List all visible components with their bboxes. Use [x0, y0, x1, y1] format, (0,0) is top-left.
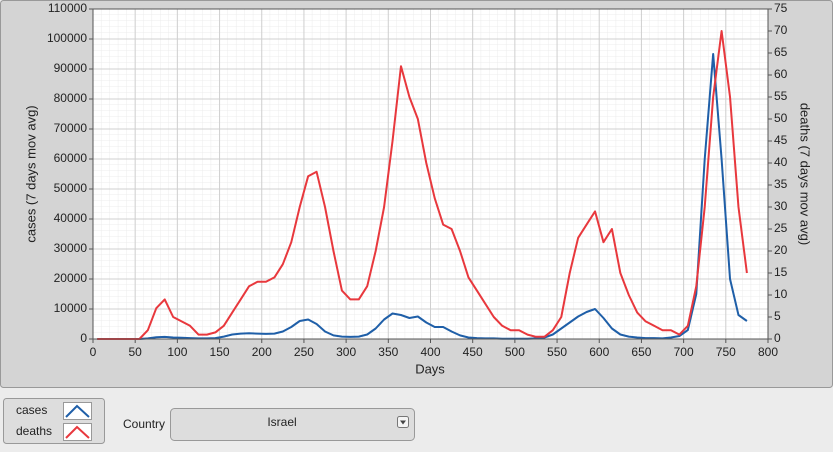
y-tick-label: 110000: [48, 1, 87, 15]
y2-tick-label: 70: [774, 23, 788, 37]
x-tick-label: 800: [758, 345, 778, 359]
x-tick-label: 700: [674, 345, 694, 359]
legend-items: cases deaths: [16, 402, 92, 441]
y2-tick-label: 45: [774, 133, 788, 147]
y2-tick-label: 50: [774, 111, 788, 125]
y2-tick-label: 15: [774, 265, 788, 279]
x-tick-label: 600: [589, 345, 609, 359]
y2-tick-label: 75: [774, 1, 788, 15]
x-tick-label: 100: [167, 345, 187, 359]
y2-tick-label: 20: [774, 243, 788, 257]
x-tick-label: 350: [378, 345, 398, 359]
y-tick-label: 10000: [54, 301, 88, 315]
x-axis-label: Days: [415, 361, 445, 376]
y2-tick-label: 55: [774, 89, 788, 103]
country-value[interactable]: Israel: [267, 415, 296, 429]
y-tick-label: 60000: [54, 151, 88, 165]
y-tick-label: 30000: [54, 241, 88, 255]
y-tick-label: 80000: [54, 91, 88, 105]
y2-tick-label: 35: [774, 177, 788, 191]
plot-frame: [92, 8, 769, 340]
legend-label: cases: [16, 403, 47, 417]
y2-tick-label: 60: [774, 67, 788, 81]
y-tick-label: 70000: [54, 121, 88, 135]
y-axis-label: cases (7 days mov avg): [23, 105, 38, 242]
dropdown-arrow: [400, 420, 406, 425]
legend-swatch: [63, 423, 92, 441]
legend-label: deaths: [16, 424, 52, 438]
legend-line: [65, 404, 90, 418]
x-tick-label: 300: [336, 345, 356, 359]
y2-tick-label: 0: [774, 331, 781, 345]
legend-swatch: [63, 402, 92, 420]
y2-tick-label: 30: [774, 199, 788, 213]
x-tick-label: 0: [90, 345, 97, 359]
y2-tick-label: 10: [774, 287, 788, 301]
y2-tick-label: 65: [774, 45, 788, 59]
legend-line: [65, 425, 90, 439]
x-tick-label: 550: [547, 345, 567, 359]
y2-tick-label: 5: [774, 309, 781, 323]
country-label: Country: [123, 417, 165, 431]
y2-tick-label: 40: [774, 155, 788, 169]
y-tick-label: 50000: [54, 181, 88, 195]
x-tick-label: 650: [631, 345, 651, 359]
x-tick-label: 50: [129, 345, 143, 359]
y-tick-label: 20000: [54, 271, 88, 285]
x-tick-label: 400: [420, 345, 440, 359]
x-tick-label: 750: [716, 345, 736, 359]
y2-tick-label: 25: [774, 221, 788, 235]
x-tick-label: 450: [463, 345, 483, 359]
y2-axis-label: deaths (7 days mov avg): [798, 103, 813, 245]
y-tick-label: 90000: [54, 61, 88, 75]
grid: [89, 8, 772, 343]
y-tick-label: 40000: [54, 211, 88, 225]
y-tick-label: 0: [80, 331, 87, 345]
x-tick-label: 200: [252, 345, 272, 359]
x-tick-label: 250: [294, 345, 314, 359]
country-dropdown[interactable]: [170, 408, 415, 441]
x-tick-label: 500: [505, 345, 525, 359]
lines: [97, 30, 748, 340]
x-tick-label: 150: [210, 345, 230, 359]
y-tick-label: 100000: [47, 31, 87, 45]
series-line: [97, 30, 748, 340]
series-line: [97, 53, 748, 340]
